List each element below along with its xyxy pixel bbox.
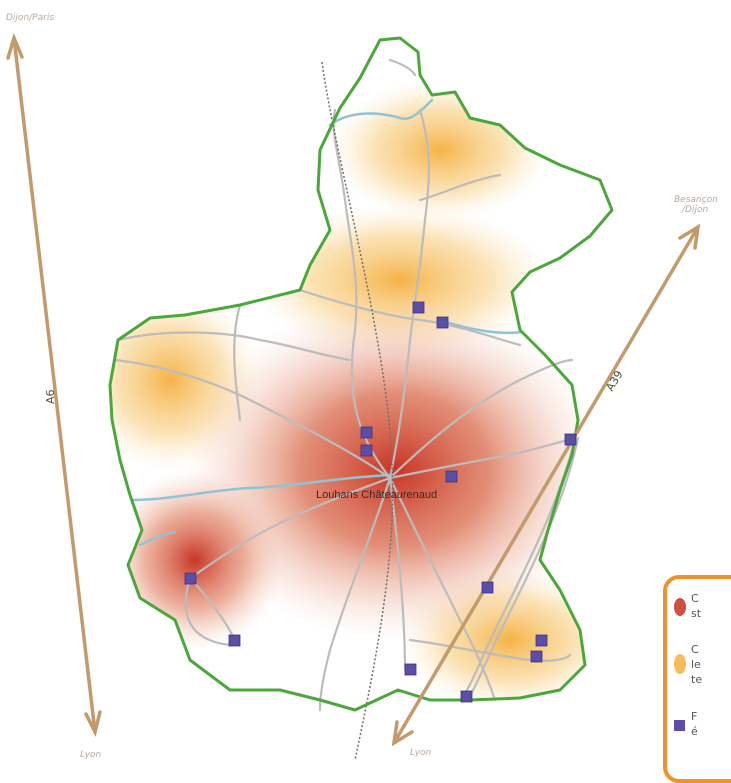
legend-hot-line1: C <box>691 592 699 605</box>
territory-boundary <box>108 36 614 712</box>
legend-warm-line3: te <box>691 673 703 686</box>
legend-warm-line1: C <box>691 643 699 656</box>
legend-warm-line2: le <box>691 658 701 671</box>
label-besancon-dijon-line2: /Dijon <box>681 205 708 215</box>
warm-zone-north <box>330 80 550 220</box>
legend-warm-zone-icon <box>674 654 686 674</box>
stations <box>184 301 577 703</box>
station-marker <box>184 572 197 585</box>
station-marker <box>360 444 373 457</box>
label-besancon-dijon-line1: Besançon <box>674 195 718 205</box>
legend-station-line1: F <box>691 710 698 723</box>
station-marker <box>481 581 494 594</box>
legend-item-station: F é <box>691 709 698 739</box>
legend-station-line2: é <box>691 725 698 738</box>
label-lyon-left: Lyon <box>80 750 102 760</box>
label-lyon-bottom: Lyon <box>410 748 432 758</box>
label-town: Louhans Châteaurenaud <box>316 489 437 501</box>
station-marker <box>404 663 417 676</box>
station-marker <box>530 650 543 663</box>
legend-hot-line2: st <box>691 607 702 620</box>
station-marker <box>564 433 577 446</box>
density-zones <box>110 80 612 710</box>
station-marker <box>412 301 425 314</box>
station-marker <box>535 634 548 647</box>
station-marker <box>228 634 241 647</box>
station-marker <box>360 426 373 439</box>
legend-item-warm: C le te <box>691 642 702 687</box>
a6-arrow <box>6 32 102 738</box>
roads <box>113 58 580 712</box>
map-canvas: Dijon/Paris Besançon /Dijon Lyon Lyon A6… <box>6 13 718 761</box>
station-marker <box>460 690 473 703</box>
rivers <box>130 98 524 547</box>
label-a6: A6 <box>44 389 57 404</box>
station-marker <box>436 316 449 329</box>
label-dijon-paris: Dijon/Paris <box>6 13 54 23</box>
a39-arrow <box>391 223 701 747</box>
hot-zone-center <box>185 300 605 640</box>
legend-station-icon <box>674 720 685 731</box>
station-marker <box>445 470 458 483</box>
label-a39: A39 <box>603 368 625 393</box>
legend-hot-zone-icon <box>674 598 686 616</box>
legend: C st C le te F é <box>663 575 731 783</box>
legend-item-hot: C st <box>691 591 701 621</box>
